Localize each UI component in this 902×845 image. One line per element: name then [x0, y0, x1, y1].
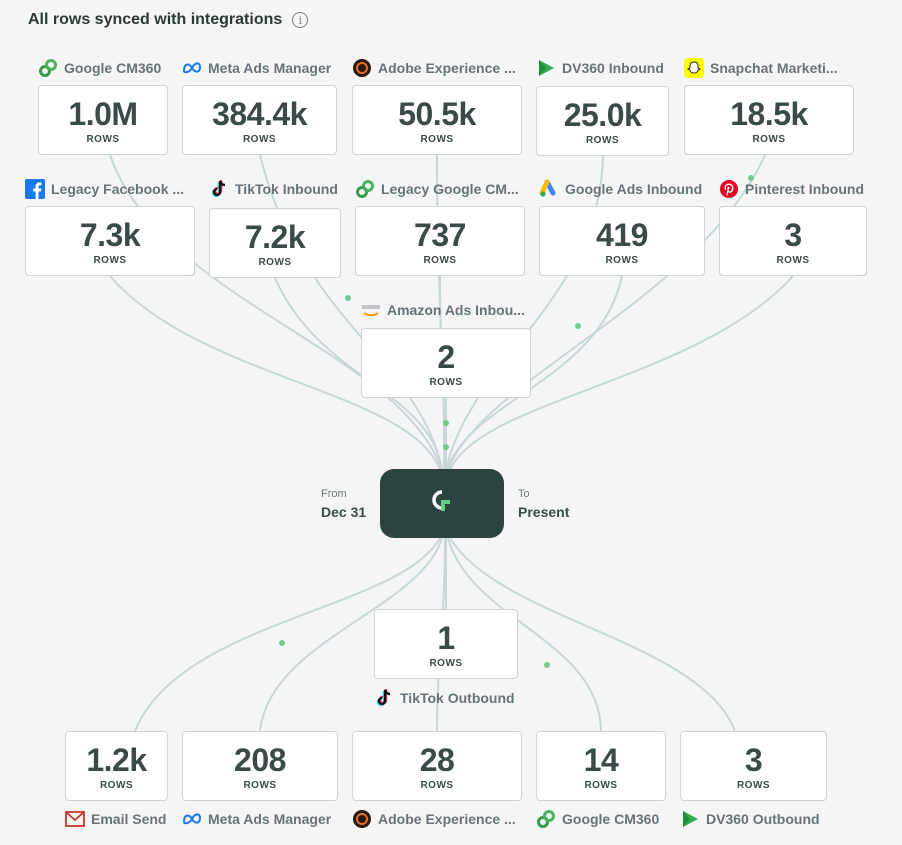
- census-logo-icon: [428, 487, 456, 520]
- source-label: Google Ads Inbound: [539, 179, 709, 199]
- destination-label: Meta Ads Manager: [182, 809, 352, 829]
- source-card[interactable]: 1.0M ROWS: [38, 85, 168, 155]
- meta-icon: [182, 809, 202, 829]
- source-label: Adobe Experience ...: [352, 58, 524, 78]
- source-label: Meta Ads Manager: [182, 58, 352, 78]
- to-date: Present: [518, 504, 570, 520]
- header: All rows synced with integrations i: [28, 11, 309, 29]
- source-card[interactable]: 50.5k ROWS: [352, 85, 522, 155]
- destination-card[interactable]: 14 ROWS: [536, 731, 666, 801]
- source-card[interactable]: 419 ROWS: [539, 206, 705, 276]
- from-date: Dec 31: [321, 504, 367, 520]
- destination-label: DV360 Outbound: [680, 809, 840, 829]
- source-card[interactable]: 384.4k ROWS: [182, 85, 337, 155]
- source-label: Amazon Ads Inbou...: [361, 300, 533, 320]
- pinterest-icon: [719, 179, 739, 199]
- source-label: Legacy Facebook ...: [25, 179, 195, 199]
- source-card[interactable]: 7.3k ROWS: [25, 206, 195, 276]
- source-label: Google CM360: [38, 58, 178, 78]
- email-icon: [65, 809, 85, 829]
- to-label: To: [518, 488, 530, 500]
- facebook-icon: [25, 179, 45, 199]
- snapchat-icon: [684, 58, 704, 78]
- tiktok-icon: [209, 179, 229, 199]
- destination-label: Email Send: [65, 809, 180, 829]
- google-cm360-icon: [355, 179, 375, 199]
- source-label: Snapchat Marketi...: [684, 58, 854, 78]
- source-card[interactable]: 2 ROWS: [361, 328, 531, 398]
- destination-card[interactable]: 208 ROWS: [182, 731, 338, 801]
- destination-card[interactable]: 1 ROWS: [374, 609, 518, 679]
- adobe-experience-icon: [352, 58, 372, 78]
- source-card[interactable]: 737 ROWS: [355, 206, 525, 276]
- google-cm360-icon: [536, 809, 556, 829]
- dv360-icon: [680, 809, 700, 829]
- google-cm360-icon: [38, 58, 58, 78]
- source-label: TikTok Inbound: [209, 179, 349, 199]
- census-hub[interactable]: [380, 469, 504, 538]
- page-title: All rows synced with integrations: [28, 11, 283, 28]
- tiktok-icon: [374, 688, 394, 708]
- source-card[interactable]: 25.0k ROWS: [536, 86, 669, 156]
- source-label: DV360 Inbound: [536, 58, 676, 78]
- dv360-icon: [536, 58, 556, 78]
- info-icon[interactable]: i: [292, 12, 309, 28]
- destination-card[interactable]: 28 ROWS: [352, 731, 522, 801]
- destination-label: Google CM360: [536, 809, 676, 829]
- source-card[interactable]: 3 ROWS: [719, 206, 867, 276]
- adobe-experience-icon: [352, 809, 372, 829]
- from-label: From: [321, 488, 347, 500]
- source-label: Pinterest Inbound: [719, 179, 879, 199]
- destination-card[interactable]: 3 ROWS: [680, 731, 827, 801]
- source-card[interactable]: 7.2k ROWS: [209, 208, 341, 278]
- destination-label: Adobe Experience ...: [352, 809, 524, 829]
- amazon-ads-icon: [361, 300, 381, 320]
- destination-card[interactable]: 1.2k ROWS: [65, 731, 168, 801]
- meta-icon: [182, 58, 202, 78]
- google-ads-icon: [539, 179, 559, 199]
- source-card[interactable]: 18.5k ROWS: [684, 85, 854, 155]
- source-label: Legacy Google CM...: [355, 179, 525, 199]
- destination-label: TikTok Outbound: [374, 688, 524, 708]
